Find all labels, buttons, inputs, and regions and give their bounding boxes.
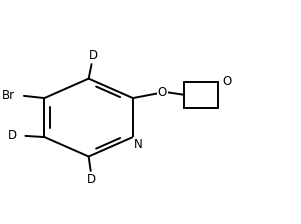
Text: N: N [134,138,143,151]
Text: D: D [88,49,98,62]
Text: D: D [8,129,17,142]
Text: O: O [222,75,231,88]
Text: D: D [87,173,96,186]
Text: O: O [157,86,167,99]
Text: Br: Br [2,89,15,102]
